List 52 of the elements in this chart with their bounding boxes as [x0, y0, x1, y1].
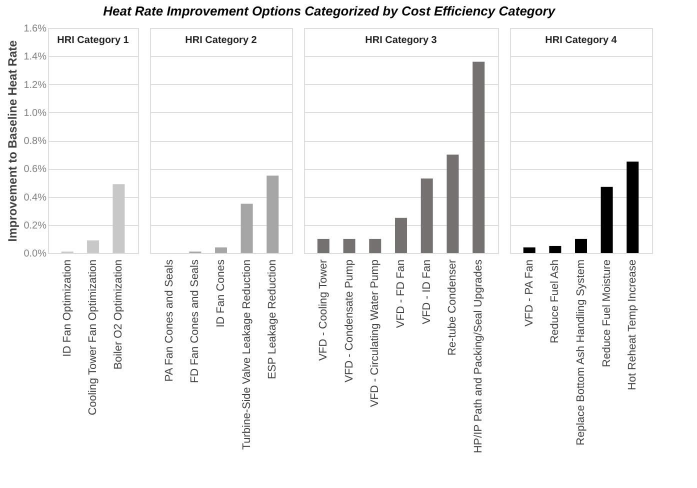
bar [446, 154, 459, 253]
x-tick-label: PA Fan Cones and Seals [163, 259, 176, 382]
bar [369, 238, 382, 253]
x-tick-label: VFD - Cooling Tower [317, 259, 330, 361]
x-tick-label: Hot Reheat Temp Increase [626, 260, 639, 390]
text: Heat Rate Improvement Options Categorized by Cost Efficiency Category [103, 4, 556, 18]
annotation: HRI Category 4 [545, 35, 618, 46]
bar [240, 204, 253, 253]
x-tick-label: ID Fan Optimization [61, 260, 74, 357]
x-tick-label: FD Fan Cones and Seals [189, 259, 202, 384]
bar [87, 240, 99, 253]
annotation: HRI Category 1 [57, 35, 130, 46]
y-axis-title: Improvement to Baseline Heat Rate [6, 40, 20, 242]
bar [343, 238, 356, 253]
y-tick-label: 1.6% [24, 24, 47, 34]
bar [317, 238, 330, 253]
x-tick-label: Re-tube Condenser [446, 259, 459, 356]
x-tick-label: Cooling Tower Fan Optimization [87, 260, 99, 416]
bar [420, 178, 433, 253]
bar [575, 238, 587, 253]
bar [395, 218, 407, 253]
y-tick-label: 0.4% [24, 192, 47, 204]
x-tick-label: VFD - FD Fan [395, 260, 407, 328]
x-tick-label: VFD - PA Fan [523, 260, 536, 327]
bar [626, 162, 639, 253]
annotation: HRI Category 3 [365, 35, 438, 46]
y-tick-label: 1.2% [24, 80, 47, 91]
y-tick-label: 0.6% [24, 164, 47, 176]
y-tick-label: 0.0% [24, 248, 47, 260]
bar [472, 62, 485, 253]
y-tick-label: 1.0% [24, 108, 47, 119]
x-tick-label: HP/IP Path and Packing/Seal Upgrades [472, 259, 485, 454]
x-tick-label: VFD - ID Fan [420, 260, 433, 324]
x-tick-label: Reduce Fuel Ash [549, 260, 562, 344]
x-tick-label: ID Fan Cones [215, 259, 227, 328]
bar [266, 176, 279, 253]
y-tick-label: 1.4% [24, 52, 47, 63]
x-tick-label: Boiler O2 Optimization [112, 260, 125, 370]
x-tick-label: VFD - Circulating Water Pump [369, 260, 382, 408]
bar [523, 247, 536, 253]
x-tick-label: Reduce Fuel Moisture [600, 260, 613, 368]
annotation: HRI Category 2 [185, 35, 258, 46]
bar [215, 247, 227, 253]
x-tick-label: Turbine-Side Valve Leakage Reduction [240, 260, 253, 450]
y-tick-label: 0.8% [24, 136, 47, 147]
bar [112, 184, 125, 253]
x-tick-label: VFD - Condensate Pump [343, 260, 356, 382]
y-tick-label: 0.2% [24, 220, 47, 232]
x-tick-label: ESP Leakage Reduction [266, 260, 279, 380]
x-tick-label: Replace Bottom Ash Handling System [575, 260, 587, 446]
bar [600, 186, 613, 253]
bar [549, 246, 562, 253]
